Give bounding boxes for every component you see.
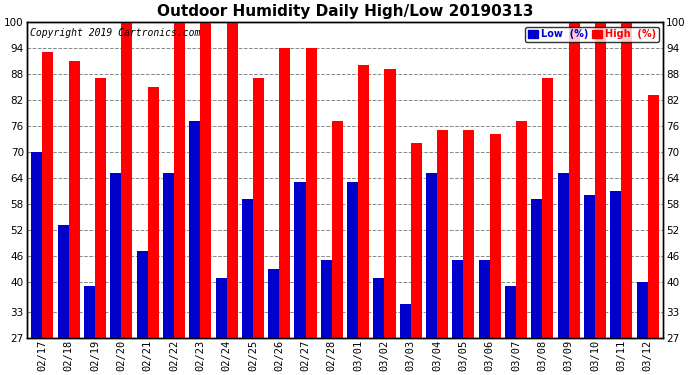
Bar [84,286,95,338]
Bar [595,22,606,338]
Bar [400,303,411,338]
Bar [137,252,148,338]
Bar [464,130,475,338]
Bar [148,87,159,338]
Bar [279,48,290,338]
Title: Outdoor Humidity Daily High/Low 20190313: Outdoor Humidity Daily High/Low 20190313 [157,4,533,19]
Bar [648,95,659,338]
Bar [490,135,501,338]
Bar [189,122,200,338]
Bar [569,22,580,338]
Legend: Low  (%), High  (%): Low (%), High (%) [525,27,658,42]
Bar [531,200,542,338]
Bar [215,278,226,338]
Bar [453,260,464,338]
Bar [558,174,569,338]
Bar [426,174,437,338]
Bar [121,22,132,338]
Bar [505,286,516,338]
Bar [295,182,306,338]
Bar [637,282,648,338]
Bar [516,122,527,338]
Bar [479,260,490,338]
Bar [542,78,553,338]
Bar [373,278,384,338]
Bar [332,122,343,338]
Bar [31,152,42,338]
Bar [268,269,279,338]
Bar [163,174,174,338]
Bar [95,78,106,338]
Bar [621,22,632,338]
Bar [110,174,121,338]
Bar [437,130,448,338]
Bar [306,48,317,338]
Bar [321,260,332,338]
Bar [411,143,422,338]
Bar [42,52,53,338]
Bar [226,22,237,338]
Bar [384,69,395,338]
Bar [358,65,369,338]
Bar [58,225,69,338]
Bar [241,200,253,338]
Bar [584,195,595,338]
Bar [347,182,358,338]
Bar [610,191,621,338]
Text: Copyright 2019 Cartronics.com: Copyright 2019 Cartronics.com [30,28,200,38]
Bar [200,22,211,338]
Bar [69,61,80,338]
Bar [174,22,185,338]
Bar [253,78,264,338]
